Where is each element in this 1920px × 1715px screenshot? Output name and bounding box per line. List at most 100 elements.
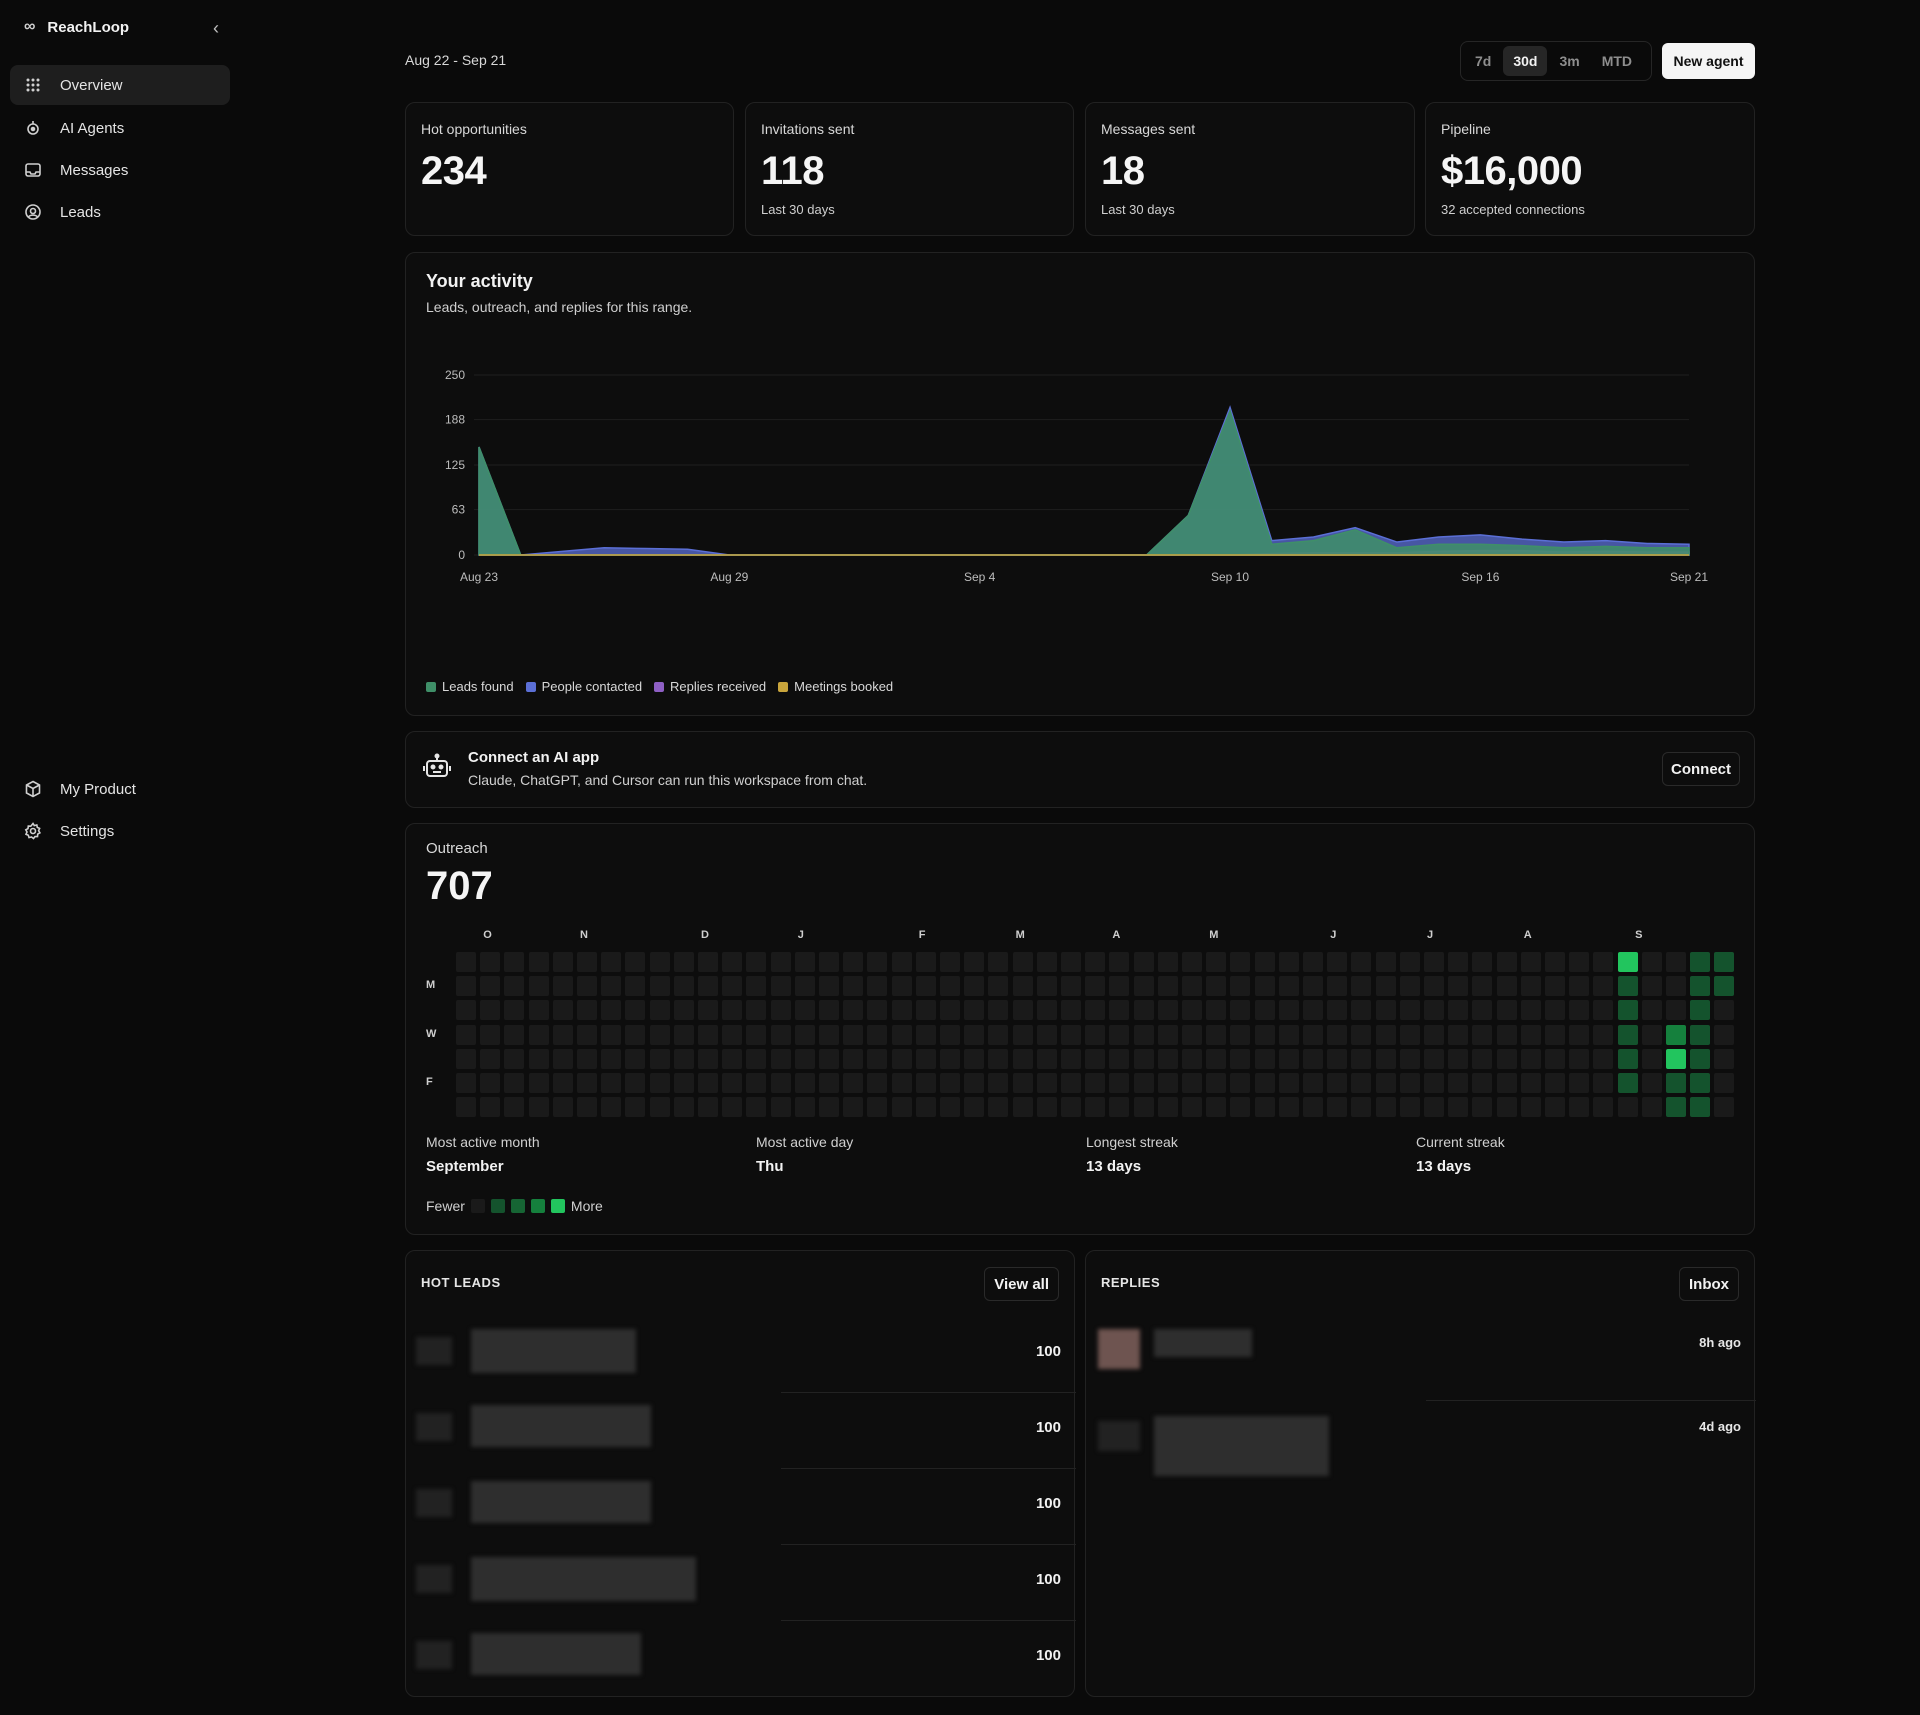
heatmap-cell[interactable] (1714, 1073, 1735, 1093)
heatmap-cell[interactable] (1230, 1000, 1251, 1021)
heatmap-cell[interactable] (1520, 1000, 1541, 1021)
heatmap-cell[interactable] (867, 952, 888, 972)
sidebar-item-overview[interactable]: Overview (10, 65, 230, 105)
heatmap-cell[interactable] (698, 1024, 718, 1045)
heatmap-cell[interactable] (1351, 1048, 1372, 1069)
heatmap-cell[interactable] (456, 1000, 476, 1021)
heatmap-cell[interactable] (746, 1024, 767, 1045)
heatmap-cell[interactable] (722, 976, 743, 997)
heatmap-cell[interactable] (1496, 952, 1517, 972)
heatmap-cell[interactable] (770, 1073, 791, 1093)
heatmap-cell[interactable] (698, 1000, 718, 1021)
heatmap-cell[interactable] (649, 1024, 670, 1045)
heatmap-cell[interactable] (1327, 1073, 1348, 1093)
heatmap-cell[interactable] (891, 1000, 912, 1021)
heatmap-cell[interactable] (1206, 1048, 1227, 1069)
heatmap-cell[interactable] (1714, 1048, 1735, 1069)
heatmap-cell[interactable] (1012, 1073, 1033, 1093)
connect-button[interactable]: Connect (1662, 752, 1740, 786)
heatmap-cell[interactable] (940, 1097, 960, 1118)
legend-item[interactable]: People contacted (525, 679, 642, 694)
heatmap-cell[interactable] (1230, 952, 1251, 972)
heatmap-cell[interactable] (891, 952, 912, 972)
heatmap-cell[interactable] (1496, 1048, 1517, 1069)
heatmap-cell[interactable] (698, 1048, 718, 1069)
heatmap-cell[interactable] (1036, 1024, 1057, 1045)
heatmap-cell[interactable] (1593, 976, 1614, 997)
heatmap-cell[interactable] (1617, 976, 1638, 997)
heatmap-cell[interactable] (964, 952, 985, 972)
heatmap-cell[interactable] (528, 1024, 549, 1045)
heatmap-cell[interactable] (1472, 1048, 1493, 1069)
heatmap-cell[interactable] (1254, 1024, 1275, 1045)
heatmap-cell[interactable] (552, 1097, 573, 1118)
heatmap-cell[interactable] (577, 1048, 597, 1069)
heatmap-cell[interactable] (504, 1097, 525, 1118)
heatmap-cell[interactable] (1036, 1000, 1057, 1021)
heatmap-cell[interactable] (988, 976, 1009, 997)
heatmap-cell[interactable] (1569, 1097, 1590, 1118)
legend-item[interactable]: Leads found (426, 679, 514, 694)
heatmap-cell[interactable] (1375, 1097, 1396, 1118)
heatmap-cell[interactable] (577, 1097, 597, 1118)
sidebar-item-settings[interactable]: Settings (10, 811, 230, 851)
heatmap-cell[interactable] (843, 1024, 864, 1045)
heatmap-cell[interactable] (915, 976, 936, 997)
heatmap-cell[interactable] (1109, 1097, 1130, 1118)
heatmap-cell[interactable] (1424, 976, 1444, 997)
heatmap-cell[interactable] (625, 1048, 646, 1069)
heatmap-cell[interactable] (794, 1024, 815, 1045)
heatmap-cell[interactable] (819, 976, 839, 997)
heatmap-cell[interactable] (843, 976, 864, 997)
heatmap-cell[interactable] (456, 1048, 476, 1069)
heatmap-cell[interactable] (1399, 1097, 1420, 1118)
heatmap-cell[interactable] (988, 1048, 1009, 1069)
heatmap-cell[interactable] (1157, 1073, 1178, 1093)
heatmap-cell[interactable] (1061, 976, 1081, 997)
heatmap-cell[interactable] (1182, 1000, 1202, 1021)
heatmap-cell[interactable] (915, 1073, 936, 1093)
heatmap-cell[interactable] (1109, 1000, 1130, 1021)
heatmap-cell[interactable] (891, 1097, 912, 1118)
heatmap-cell[interactable] (794, 1073, 815, 1093)
lead-row[interactable]: 100 (406, 1469, 1076, 1545)
heatmap-cell[interactable] (1206, 1097, 1227, 1118)
heatmap-cell[interactable] (1303, 1073, 1323, 1093)
heatmap-cell[interactable] (867, 1000, 888, 1021)
heatmap-cell[interactable] (1399, 1073, 1420, 1093)
heatmap-cell[interactable] (1230, 976, 1251, 997)
heatmap-cell[interactable] (1545, 1024, 1565, 1045)
heatmap-cell[interactable] (1061, 1024, 1081, 1045)
heatmap-cell[interactable] (1206, 1000, 1227, 1021)
heatmap-cell[interactable] (1690, 952, 1711, 972)
heatmap-cell[interactable] (1157, 976, 1178, 997)
range-mtd-button[interactable]: MTD (1601, 53, 1633, 69)
heatmap-cell[interactable] (1593, 1073, 1614, 1093)
heatmap-cell[interactable] (1690, 1073, 1711, 1093)
heatmap-cell[interactable] (1714, 1000, 1735, 1021)
heatmap-cell[interactable] (964, 1024, 985, 1045)
heatmap-cell[interactable] (480, 1000, 501, 1021)
heatmap-cell[interactable] (1424, 1048, 1444, 1069)
heatmap-cell[interactable] (1448, 1024, 1469, 1045)
heatmap-cell[interactable] (1327, 976, 1348, 997)
heatmap-cell[interactable] (1036, 976, 1057, 997)
heatmap-cell[interactable] (1303, 1024, 1323, 1045)
heatmap-cell[interactable] (1230, 1024, 1251, 1045)
heatmap-cell[interactable] (504, 952, 525, 972)
heatmap-cell[interactable] (625, 952, 646, 972)
heatmap-cell[interactable] (504, 1000, 525, 1021)
heatmap-cell[interactable] (1545, 976, 1565, 997)
heatmap-cell[interactable] (770, 1000, 791, 1021)
heatmap-cell[interactable] (964, 1097, 985, 1118)
sidebar-item-leads[interactable]: Leads (10, 192, 230, 232)
heatmap-cell[interactable] (915, 1048, 936, 1069)
heatmap-cell[interactable] (625, 1073, 646, 1093)
heatmap-cell[interactable] (649, 1097, 670, 1118)
heatmap-cell[interactable] (746, 1048, 767, 1069)
heatmap-cell[interactable] (1036, 1097, 1057, 1118)
heatmap-cell[interactable] (456, 1097, 476, 1118)
heatmap-cell[interactable] (964, 1048, 985, 1069)
heatmap-cell[interactable] (1254, 1000, 1275, 1021)
heatmap-cell[interactable] (1327, 952, 1348, 972)
